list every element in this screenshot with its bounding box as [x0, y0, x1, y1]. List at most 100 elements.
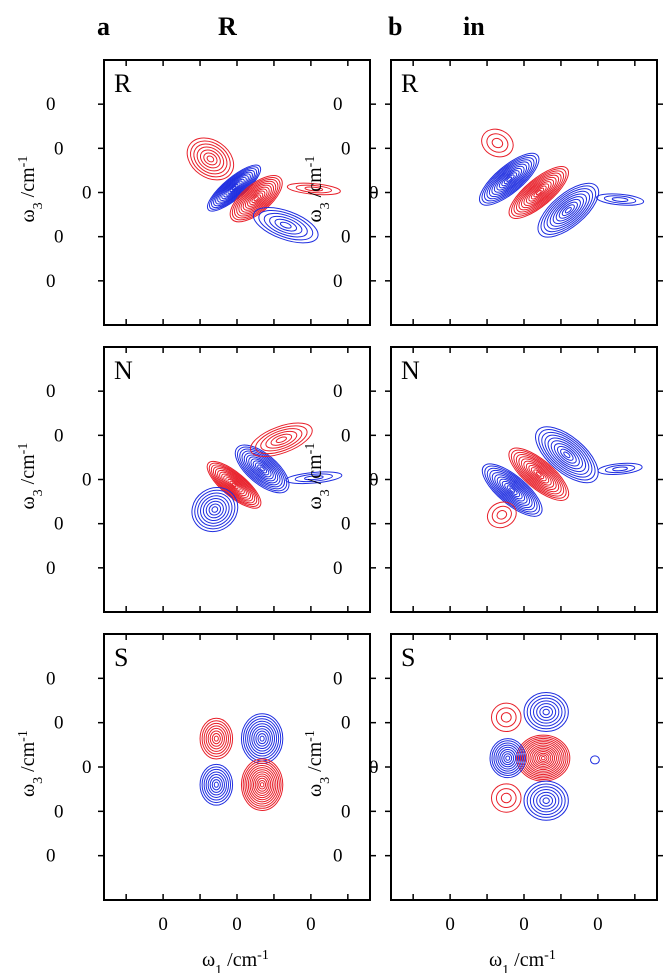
contour-negative-lobe1-level2	[209, 166, 260, 210]
contour-negative-lobe3-level1	[199, 763, 234, 806]
contour-negative-lobe1-level5	[215, 171, 253, 205]
plot-frame	[103, 633, 371, 901]
contour-negative-lobe3-level10	[564, 206, 572, 214]
contour-negative-lobe2-level11	[257, 464, 268, 474]
contour-negative-lobe2-level6	[245, 454, 279, 484]
y-tick-label: 0	[82, 757, 92, 778]
contour-positive-lobe4-level3	[244, 762, 280, 807]
contour-positive-lobe2-level2	[511, 168, 567, 217]
contour-lines	[481, 426, 643, 529]
contour-positive-lobe1-level7	[211, 733, 221, 745]
contour-negative-lobe2-level5	[249, 723, 276, 755]
y-tick-label: 0	[46, 846, 56, 867]
contour-negative-lobe1-level11	[227, 182, 241, 194]
contour-negative-lobe1-level3	[486, 467, 538, 513]
contour-negative-lobe2-level9	[505, 755, 511, 761]
contour-negative-lobe1-level12	[506, 176, 513, 182]
column-a-letter: a	[97, 12, 110, 41]
contour-positive-lobe3-level4	[196, 146, 225, 172]
contour-positive-lobe4-level2	[491, 505, 512, 524]
panel-label: N	[401, 356, 420, 385]
contour-positive-lobe3-level3	[193, 143, 228, 175]
contour-positive-lobe1-level10	[225, 477, 243, 493]
y-axis-label: ω3 /cm-1	[303, 730, 333, 797]
contour-positive-lobe2-level2	[231, 177, 281, 221]
panel-6: S 0 0 0 0 0 ω3 /cm-1 0 0 0 ω1 /cm-1	[303, 633, 663, 973]
contour-negative-lobe2-level9	[252, 460, 272, 478]
contour-positive-lobe2-level6	[520, 176, 557, 209]
contour-positive-lobe1-level9	[223, 475, 245, 495]
contour-negative-lobe3-level2	[540, 185, 597, 235]
contour-negative-lobe5-level1	[596, 193, 645, 206]
panel-5: S 0 0 0 0 0 ω3 /cm-1 0 0 0 ω1 /cm-1	[16, 633, 376, 973]
contour-positive-lobe2-level11	[533, 187, 545, 198]
contour-positive-lobe4-level5	[270, 433, 293, 446]
x-tick-label: 0	[306, 914, 316, 935]
panel-2: R 0 0 0 0 0 ω3 /cm-1	[303, 59, 663, 326]
contour-positive-lobe1-level13	[538, 754, 548, 762]
contour-negative-lobe2-level4	[247, 720, 278, 757]
contour-negative-lobe5-level3	[611, 197, 629, 202]
contour-positive-lobe1-level11	[535, 751, 552, 766]
contour-positive-lobe1-level8	[221, 473, 247, 497]
contour-negative-lobe1-level8	[221, 176, 247, 200]
contour-negative-lobe3-level1	[537, 182, 600, 238]
contour-positive-lobe2-level5	[238, 182, 275, 215]
contour-negative-lobe3-level6	[539, 705, 553, 719]
contour-positive-lobe2-level10	[530, 185, 547, 200]
contour-negative-lobe3-level7	[553, 443, 580, 467]
x-tick-label: 0	[519, 914, 529, 935]
y-tick-label: 0	[341, 227, 351, 248]
column-b-title: in	[463, 12, 485, 41]
contour-negative-lobe3-level3	[541, 431, 593, 478]
contour-positive-lobe5-level2	[295, 184, 333, 194]
y-axis-label: ω3 /cm-1	[303, 443, 333, 510]
contour-positive-lobe4-level3	[496, 510, 508, 520]
y-tick-label: 0	[54, 801, 64, 822]
contour-negative-lobe2-level7	[253, 728, 271, 750]
contour-negative-lobe1-level13	[231, 185, 237, 191]
contour-negative-lobe3-level5	[202, 498, 227, 522]
contour-positive-lobe5-level2	[495, 707, 517, 728]
contour-negative-lobe1-level2	[481, 154, 537, 204]
contour-negative-lobe2-level5	[243, 452, 281, 486]
contour-negative-lobe1-level9	[498, 170, 520, 189]
contour-positive-lobe4-level1	[486, 501, 517, 529]
panel-3: N 0 0 0 0 0 ω3 /cm-1	[16, 346, 376, 613]
contour-positive-lobe2-level1	[508, 166, 569, 219]
contour-negative-lobe3-level3	[197, 492, 233, 527]
contour-positive-lobe1-level4	[205, 725, 227, 752]
contour-positive-lobe1-level2	[201, 720, 232, 757]
contour-negative-lobe3-level7	[542, 708, 550, 716]
contour-negative-lobe3-level7	[555, 198, 581, 222]
contour-positive-lobe4-level6	[275, 436, 287, 444]
contour-positive-lobe4-level9	[254, 775, 270, 794]
y-tick-label: 0	[369, 183, 379, 204]
contour-positive-lobe2-level12	[253, 196, 259, 202]
panel-label: N	[114, 356, 133, 385]
x-tick-label: 0	[445, 914, 455, 935]
contour-positive-lobe2-level11	[533, 469, 545, 480]
contour-negative-lobe3-level7	[211, 779, 221, 791]
contour-negative-lobe3-level9	[560, 448, 574, 461]
contour-positive-lobe1-level3	[519, 737, 567, 779]
contour-negative-lobe3-level5	[207, 774, 225, 796]
contour-positive-lobe3-level6	[203, 152, 218, 166]
y-axis-label: ω3 /cm-1	[303, 156, 333, 223]
contour-positive-lobe2-level2	[510, 449, 567, 499]
contour-negative-lobe2-level4	[241, 450, 283, 488]
contour-positive-lobe1-level8	[213, 735, 219, 742]
contour-negative-lobe3-level4	[546, 190, 591, 230]
contour-negative-lobe4-level4	[533, 789, 560, 813]
contour-negative-lobe1-level10	[225, 180, 243, 196]
contour-negative-lobe1-level12	[229, 184, 239, 193]
contour-positive-lobe1-level14	[540, 755, 546, 761]
y-tick-label: 0	[341, 425, 351, 446]
contour-positive-lobe2-level5	[518, 174, 560, 211]
contour-positive-lobe4-level3	[260, 428, 303, 452]
contour-positive-lobe4-level10	[256, 777, 268, 792]
y-tick-label: 0	[54, 514, 64, 535]
contour-lines	[199, 713, 284, 811]
contour-negative-lobe3-level1	[535, 426, 599, 484]
contour-negative-lobe2-level1	[489, 738, 526, 779]
